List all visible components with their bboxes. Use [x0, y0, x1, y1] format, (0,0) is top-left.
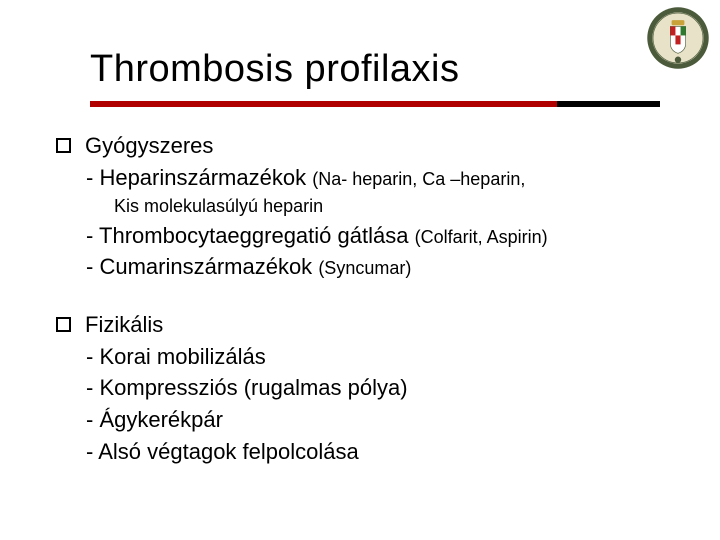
dash-icon: -	[86, 344, 99, 369]
bullet-level2: - Heparinszármazékok (Na- heparin, Ca –h…	[56, 163, 680, 193]
dash-icon: -	[86, 165, 99, 190]
bullet-level1: Fizikális	[56, 310, 680, 340]
bullet-level2: - Alsó végtagok felpolcolása	[56, 437, 680, 467]
bullet-paren: (Colfarit, Aspirin)	[415, 227, 548, 247]
bullet-level2: - Kompressziós (rugalmas pólya)	[56, 373, 680, 403]
bullet-level3: Kis molekulasúlyú heparin	[56, 194, 680, 218]
block-spacer	[56, 284, 680, 310]
bullet-level2: - Cumarinszármazékok (Syncumar)	[56, 252, 680, 282]
dash-icon: -	[86, 223, 99, 248]
bullet-text: Ágykerékpár	[99, 407, 223, 432]
title-area: Thrombosis profilaxis	[0, 0, 720, 107]
title-underline-red	[90, 101, 557, 107]
bullet-level2: - Ágykerékpár	[56, 405, 680, 435]
title-underline-black	[557, 101, 660, 107]
bullet-paren: (Na- heparin, Ca –heparin,	[312, 169, 525, 189]
content-area: Gyógyszeres - Heparinszármazékok (Na- he…	[0, 107, 720, 466]
title-underline	[90, 101, 660, 107]
square-bullet-icon	[56, 138, 71, 153]
square-bullet-icon	[56, 317, 71, 332]
dash-icon: -	[86, 407, 99, 432]
bullet-text: Thrombocytaeggregatió gátlása	[99, 223, 408, 248]
bullet-paren: (Syncumar)	[318, 258, 411, 278]
dash-icon: -	[86, 439, 98, 464]
bullet-level2: - Korai mobilizálás	[56, 342, 680, 372]
slide-title: Thrombosis profilaxis	[90, 48, 660, 91]
dash-icon: -	[86, 254, 99, 279]
bullet-heading: Gyógyszeres	[85, 131, 680, 161]
bullet-level2: - Thrombocytaeggregatió gátlása (Colfari…	[56, 221, 680, 251]
bullet-level1: Gyógyszeres	[56, 131, 680, 161]
bullet-text: Kompressziós (rugalmas pólya)	[99, 375, 407, 400]
university-seal-logo	[646, 6, 710, 70]
bullet-text: Alsó végtagok felpolcolása	[98, 439, 359, 464]
bullet-text: Cumarinszármazékok	[99, 254, 312, 279]
slide: Thrombosis profilaxis Gyógyszeres - Hepa…	[0, 0, 720, 540]
bullet-heading: Fizikális	[85, 310, 680, 340]
bullet-text: Heparinszármazékok	[99, 165, 306, 190]
bullet-text: Korai mobilizálás	[99, 344, 265, 369]
bullet-subtext: Kis molekulasúlyú heparin	[114, 196, 323, 216]
dash-icon: -	[86, 375, 99, 400]
